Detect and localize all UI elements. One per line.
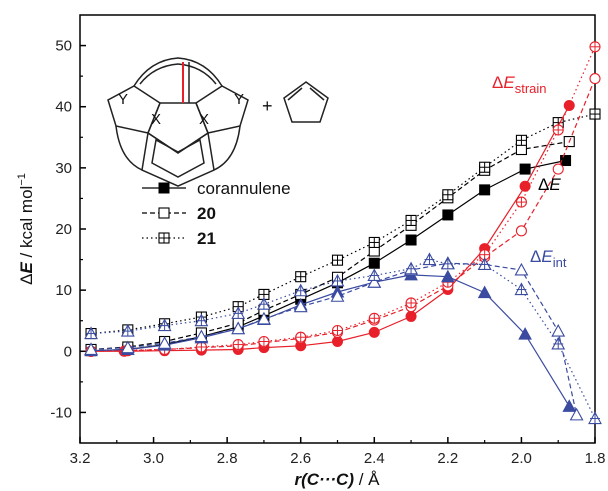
y-tick-label: 0 — [64, 343, 72, 360]
data-point-strain-20 — [552, 163, 564, 175]
y-axis-delta: Δ — [17, 274, 36, 285]
data-point-dE-corannulene — [560, 155, 572, 167]
data-point-int-corannulene — [441, 269, 455, 283]
data-point-dE-20 — [515, 143, 527, 156]
series-line-int-corannulene — [90, 274, 570, 407]
x-atom-label-left: X — [151, 111, 161, 128]
x-tick-label: 3.0 — [143, 450, 164, 467]
y-axis-unit: / kcal mol — [17, 186, 36, 263]
data-point-strain-20 — [589, 73, 601, 85]
data-point-int-corannulene — [562, 399, 577, 412]
data-point-dE-corannulene — [519, 163, 531, 175]
y-axis-unit-exponent: −1 — [16, 173, 28, 186]
y-tick-label: -10 — [50, 404, 72, 421]
data-point-int-20 — [231, 321, 246, 335]
data-point-strain-corannulene — [368, 326, 380, 338]
data-point-int-20 — [293, 299, 308, 313]
x-tick-label: 1.8 — [585, 450, 606, 467]
data-point-int-20 — [569, 407, 584, 421]
data-point-strain-corannulene — [519, 180, 531, 192]
annotation-int-sub: int — [553, 255, 567, 270]
cyclopentadiene-structure-icon — [283, 81, 329, 123]
series-line-strain-20 — [90, 78, 596, 352]
y-atom-label-right: Y — [234, 91, 244, 108]
data-point-strain-corannulene — [563, 99, 575, 111]
legend-marker — [158, 207, 170, 219]
legend-label: 20 — [197, 204, 216, 223]
data-point-int-corannulene — [518, 327, 532, 340]
data-point-int-20 — [367, 275, 382, 288]
y-atom-label-left: Y — [118, 91, 128, 108]
x-axis-unit: / Å — [354, 470, 380, 489]
y-tick-label: 30 — [55, 160, 72, 177]
x-tick-label: 2.4 — [364, 450, 385, 467]
y-axis-ticks: -10 0 10 20 30 40 50 — [50, 38, 86, 421]
y-tick-label: 40 — [55, 99, 72, 116]
data-point-strain-corannulene — [405, 310, 417, 322]
data-point-dE-corannulene — [368, 257, 380, 269]
data-point-strain-20 — [515, 225, 527, 237]
legend: corannulene 20 21 — [142, 179, 291, 248]
data-point-dE-corannulene — [405, 234, 417, 246]
scheme-labels: Y X X Y + — [118, 91, 273, 128]
legend-label: corannulene — [197, 179, 291, 198]
data-point-int-20 — [157, 336, 172, 349]
y-tick-label: 50 — [55, 38, 72, 55]
scheme-structures — [107, 57, 329, 187]
data-point-int-corannulene — [477, 285, 492, 299]
plus-sign: + — [262, 96, 273, 116]
annotation-de-var: E — [549, 175, 561, 194]
x-axis-ticks: 3.2 3.0 2.8 2.6 2.4 2.2 2.0 1.8 — [70, 437, 606, 467]
annotation-delta-e-strain: ΔEstrain — [492, 73, 547, 96]
x-tick-label: 3.2 — [70, 450, 91, 467]
x-axis-title: r(C···C) / Å — [295, 470, 381, 489]
y-tick-label: 20 — [55, 221, 72, 238]
annotation-delta-e: ΔE — [538, 175, 561, 194]
legend-label: 21 — [197, 229, 216, 248]
data-point-dE-corannulene — [479, 184, 491, 196]
series-int-corannulene — [84, 267, 577, 412]
legend-entry: 21 — [142, 229, 216, 248]
annotation-strain-var: E — [503, 73, 515, 92]
legend-entry: corannulene — [142, 179, 291, 198]
x-tick-label: 2.8 — [217, 450, 238, 467]
series-int-21 — [84, 252, 602, 425]
annotation-int-var: E — [541, 247, 553, 266]
annotation-de-delta: Δ — [538, 175, 549, 194]
y-axis-variable: E — [17, 262, 36, 274]
corannulene-derivative-structure-icon — [107, 57, 249, 187]
legend-marker — [158, 182, 170, 194]
series-line-dE-20 — [90, 141, 570, 351]
x-axis-variable: r(C···C) — [295, 470, 355, 489]
annotation-int-delta: Δ — [530, 247, 541, 266]
data-point-int-20 — [120, 340, 135, 354]
series-line-dE-corannulene — [90, 159, 566, 352]
x-tick-label: 2.0 — [511, 450, 532, 467]
data-point-int-20 — [194, 329, 209, 343]
x-tick-label: 2.2 — [437, 450, 458, 467]
y-axis-title: ΔE / kcal mol−1 — [16, 173, 36, 285]
x-tick-label: 2.6 — [290, 450, 311, 467]
annotation-strain-delta: Δ — [492, 73, 503, 92]
data-point-int-20 — [514, 262, 529, 276]
data-point-int-20 — [84, 342, 98, 356]
annotation-strain-sub: strain — [515, 81, 547, 96]
legend-entry: 20 — [142, 204, 216, 223]
y-tick-label: 10 — [55, 282, 72, 299]
series-line-dE-21 — [90, 113, 596, 335]
annotation-delta-e-int: ΔEint — [530, 247, 567, 270]
data-point-strain-corannulene — [332, 336, 343, 348]
series-strain-corannulene — [85, 99, 575, 357]
data-point-dE-corannulene — [442, 209, 454, 221]
x-atom-label-right: X — [199, 111, 209, 128]
series-layer — [84, 41, 602, 425]
data-point-int-20 — [551, 323, 566, 337]
data-point-int-20 — [330, 289, 345, 302]
data-point-int-20 — [257, 311, 271, 325]
